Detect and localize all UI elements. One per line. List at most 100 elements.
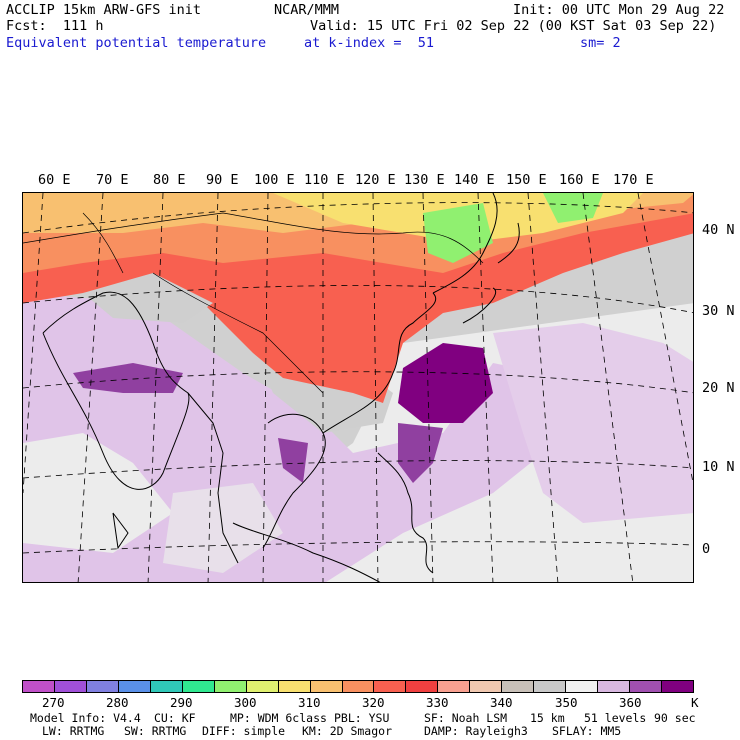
colorbar-swatch xyxy=(598,681,631,692)
colorbar-swatch xyxy=(278,681,311,692)
smoothing: sm= 2 xyxy=(580,35,621,51)
model-info: Model Info: V4.4 xyxy=(30,711,141,725)
china-south-border xyxy=(152,272,324,394)
pbl-scheme: PBL: YSU xyxy=(334,711,390,725)
colorbar-swatch xyxy=(406,681,439,692)
india-coast xyxy=(42,291,190,490)
manchuria-green-patch xyxy=(423,203,493,263)
model-title: ACCLIP 15km ARW-GFS init xyxy=(6,2,202,18)
meridian-170e xyxy=(637,193,693,485)
lon-label: 80 E xyxy=(153,172,186,188)
philippines-coast xyxy=(377,452,434,574)
map-panel[interactable] xyxy=(22,192,694,583)
coastlines xyxy=(42,193,520,582)
cumulus-scheme: CU: KF xyxy=(154,711,196,725)
grid-spacing: 15 km xyxy=(530,711,565,725)
colorbar-swatch xyxy=(150,681,183,692)
equator xyxy=(23,541,693,554)
lat-label: 40 N xyxy=(702,222,735,238)
lat-label: 0 xyxy=(702,541,711,557)
colorbar-swatch xyxy=(310,681,343,692)
lon-label: 140 E xyxy=(454,172,495,188)
field-name: Equivalent potential temperature xyxy=(6,35,267,51)
china-coast xyxy=(322,292,436,434)
colorbar-swatch xyxy=(182,681,215,692)
colorbar-swatch xyxy=(342,681,375,692)
colorbar-tick: 340 xyxy=(490,695,513,710)
shortwave-scheme: SW: RRTMG xyxy=(124,724,187,738)
colorbar-swatch xyxy=(502,681,535,692)
surface-scheme: SF: Noah LSM xyxy=(424,711,508,725)
lon-label: 160 E xyxy=(559,172,600,188)
central-asia-border xyxy=(82,212,124,274)
vertical-levels: 51 levels xyxy=(584,711,647,725)
typhoon-core xyxy=(398,343,493,423)
theta-e-field xyxy=(23,193,693,582)
lon-label: 150 E xyxy=(506,172,547,188)
parallel-40n xyxy=(23,202,693,234)
center-label: NCAR/MMM xyxy=(274,2,340,18)
colorbar-tick: 280 xyxy=(106,695,129,710)
level-index: at k-index = 51 xyxy=(304,35,435,51)
damping-option: DAMP: Rayleigh3 xyxy=(424,724,528,738)
parallel-20n xyxy=(23,371,693,394)
surface-layer-option: SFLAY: MM5 xyxy=(552,724,622,738)
lat-label: 30 N xyxy=(702,303,735,319)
colorbar-swatch xyxy=(86,681,119,692)
colorbar-swatch xyxy=(246,681,279,692)
sri-lanka-coast xyxy=(112,512,129,550)
colorbar-swatch xyxy=(374,681,407,692)
colorbar-swatch xyxy=(438,681,471,692)
lon-label: 110 E xyxy=(304,172,345,188)
graticule xyxy=(23,193,693,582)
lon-label: 70 E xyxy=(96,172,129,188)
pacific-green-patch xyxy=(543,193,603,223)
colorbar-tick: 350 xyxy=(555,695,578,710)
lat-label: 20 N xyxy=(702,380,735,396)
pacific-high-theta-region xyxy=(493,323,693,523)
borneo-coast xyxy=(232,522,381,582)
indian-ocean-patch xyxy=(23,433,173,553)
colorbar-swatch xyxy=(214,681,247,692)
vietnam-convective-region xyxy=(278,438,308,483)
colorbar xyxy=(22,680,694,693)
parallel-30n xyxy=(23,285,693,314)
colorbar-swatch xyxy=(662,681,694,692)
colorbar-tick: 270 xyxy=(42,695,65,710)
lon-label: 100 E xyxy=(254,172,295,188)
colorbar-tick: 300 xyxy=(234,695,257,710)
lon-label: 120 E xyxy=(355,172,396,188)
indochina-east-coast xyxy=(262,413,326,549)
parallel-10n xyxy=(23,460,693,479)
himalaya-low-region xyxy=(83,273,213,323)
init-time: Init: 00 UTC Mon 29 Aug 22 xyxy=(513,2,725,18)
lon-label: 60 E xyxy=(38,172,71,188)
colorbar-tick: 330 xyxy=(426,695,449,710)
colorbar-swatch xyxy=(470,681,503,692)
colorbar-swatch xyxy=(23,681,55,692)
japan-coast xyxy=(462,222,520,324)
indochina-west-coast xyxy=(187,392,239,564)
colorbar-swatch xyxy=(566,681,599,692)
time-step: 90 sec xyxy=(654,711,696,725)
colorbar-swatch xyxy=(630,681,663,692)
microphysics-scheme: MP: WDM 6class xyxy=(230,711,327,725)
colorbar-tick: 290 xyxy=(170,695,193,710)
colorbar-swatch xyxy=(534,681,567,692)
colorbar-swatch xyxy=(118,681,151,692)
valid-time: Valid: 15 UTC Fri 02 Sep 22 (00 KST Sat … xyxy=(310,18,717,34)
bay-patch xyxy=(163,483,283,573)
country-borders xyxy=(23,212,484,394)
lon-label: 90 E xyxy=(206,172,239,188)
colorbar-units: K xyxy=(691,695,699,710)
colorbar-tick: 320 xyxy=(362,695,385,710)
colorbar-tick: 360 xyxy=(619,695,642,710)
colorbar-swatch xyxy=(54,681,87,692)
forecast-hour: Fcst: 111 h xyxy=(6,18,104,34)
lat-label: 10 N xyxy=(702,459,735,475)
diffusion-option: DIFF: simple xyxy=(202,724,286,738)
lon-label: 170 E xyxy=(613,172,654,188)
korea-coast xyxy=(432,193,498,294)
colorbar-tick: 310 xyxy=(298,695,321,710)
longwave-scheme: LW: RRTMG xyxy=(42,724,105,738)
